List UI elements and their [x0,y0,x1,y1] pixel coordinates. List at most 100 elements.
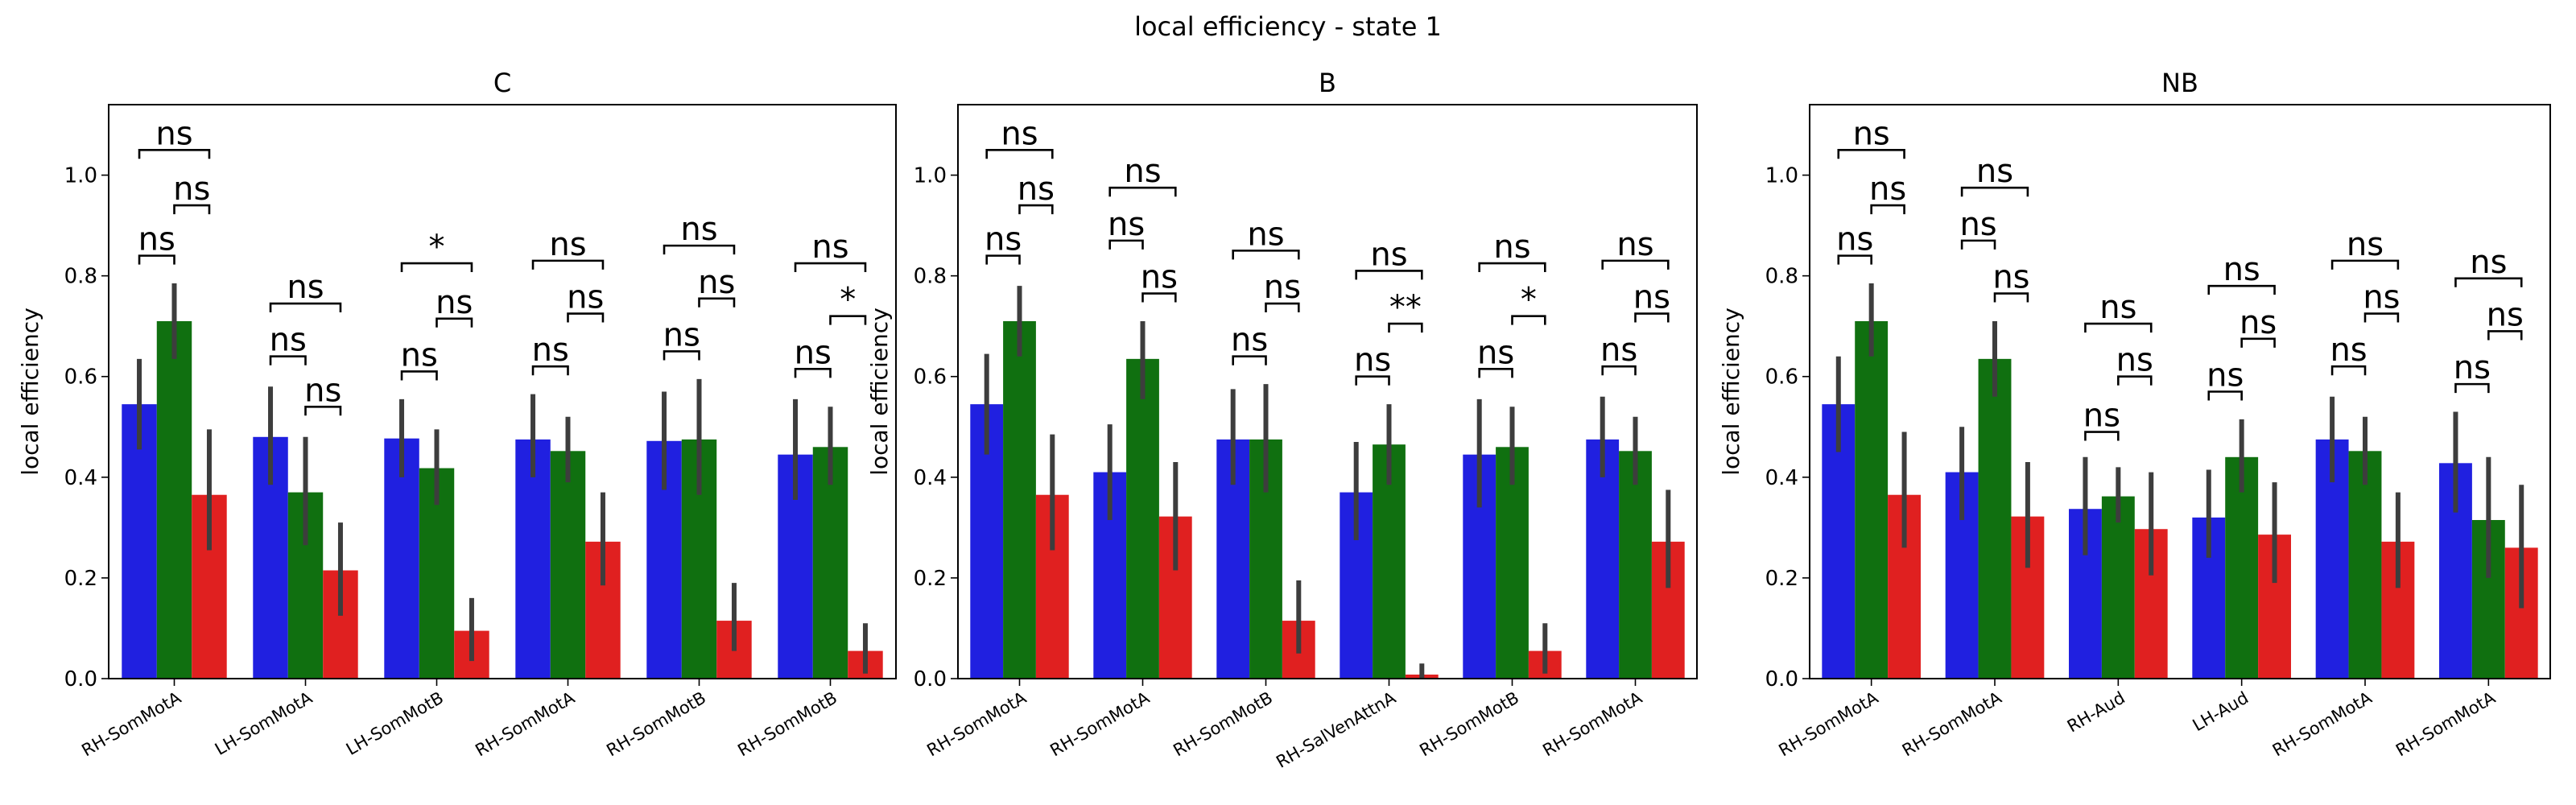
y-tick-label: 1.0 [64,164,97,188]
bar [515,439,551,679]
significance-label: ns [1141,259,1178,296]
significance-label: ** [1389,289,1422,326]
significance-label: ns [1018,171,1055,208]
significance-bracket [436,317,473,328]
bar [1586,439,1620,679]
significance-bracket [1108,186,1177,197]
significance-label: ns [2454,349,2491,386]
significance-bracket [1960,239,1996,250]
significance-label: ns [1493,229,1530,266]
y-tick-label: 1.0 [914,164,947,188]
y-tick-label: 0.4 [1765,466,1798,490]
y-tick-label: 0.6 [914,365,947,390]
significance-bracket [1355,375,1390,386]
significance-label: ns [698,264,735,301]
significance-label: * [1521,282,1537,319]
bar [384,438,419,679]
significance-bracket [304,405,342,416]
significance-bracket [1018,204,1054,215]
significance-label: ns [2470,244,2507,281]
bar [1126,358,1159,679]
significance-label: ns [2223,251,2260,288]
significance-label: ns [1633,279,1670,316]
significance-label: ns [1836,221,1873,258]
significance-bracket [567,312,605,323]
y-tick-label: 0.0 [914,667,947,691]
bar [1496,447,1529,679]
significance-bracket [1265,302,1300,313]
panel-title: B [1319,68,1336,98]
panel-title: NB [2161,68,2198,98]
significance-bracket [985,148,1054,159]
significance-bracket [1232,250,1300,260]
significance-bracket [1478,262,1546,273]
significance-bracket [985,254,1021,265]
y-tick-label: 0.4 [914,466,947,490]
significance-label: ns [1959,206,1996,243]
significance-bracket [1601,365,1637,376]
significance-label: * [840,282,856,319]
significance-label: ns [1992,259,2029,296]
significance-label: ns [1853,115,1890,152]
plot-frame [1809,104,2551,679]
significance-label: ns [173,171,210,208]
significance-bracket [2330,365,2367,376]
significance-bracket [1993,292,2029,303]
significance-bracket [2487,330,2523,341]
significance-bracket [663,244,736,255]
plot-frame [108,104,897,679]
significance-bracket [173,204,211,215]
y-tick-label: 0.0 [64,667,97,691]
significance-label: ns [2083,398,2120,435]
bar [1978,358,2012,679]
y-tick-label: 0.2 [64,567,97,591]
y-tick-label: 1.0 [1765,164,1798,188]
significance-bracket [1388,322,1423,333]
significance-bracket [794,262,867,273]
significance-label: ns [1108,206,1145,243]
significance-bracket [269,302,342,313]
significance-label: ns [1354,342,1391,379]
significance-bracket [2084,431,2120,441]
y-tick-label: 0.4 [64,466,97,490]
y-tick-label: 0.2 [914,567,947,591]
panel-title: C [493,68,511,98]
significance-label: ns [304,372,341,409]
significance-label: ns [401,336,438,374]
significance-bracket [1108,239,1144,250]
significance-bracket [2240,337,2276,348]
significance-label: ns [138,221,175,258]
significance-label: * [429,229,445,266]
significance-label: ns [270,322,307,359]
significance-bracket [794,368,832,378]
bar [122,404,157,679]
significance-bracket [269,355,307,365]
plot-frame [957,104,1698,679]
significance-label: ns [1477,334,1514,371]
significance-bracket [2084,322,2153,333]
y-tick-label: 0.0 [1765,667,1798,691]
significance-label: ns [2099,289,2136,326]
significance-bracket [2454,277,2523,287]
significance-label: ns [1124,153,1161,190]
significance-label: ns [532,332,569,369]
significance-label: ns [2347,226,2384,263]
significance-label: ns [2330,332,2367,369]
significance-bracket [2454,382,2490,394]
significance-label: ns [680,211,717,248]
significance-bracket [531,259,605,270]
significance-bracket [698,297,736,308]
significance-label: ns [1231,322,1268,359]
significance-label: ns [549,226,586,263]
significance-bracket [829,315,867,325]
bar [2101,496,2135,679]
y-tick-label: 0.8 [914,265,947,289]
significance-label: ns [795,334,832,371]
y-axis-label: local efficiency [17,308,43,476]
significance-label: ns [811,229,848,266]
bar [1619,451,1652,679]
significance-bracket [2330,259,2400,270]
significance-bracket [138,148,211,159]
significance-bracket [2207,284,2276,295]
significance-label: ns [663,316,700,353]
